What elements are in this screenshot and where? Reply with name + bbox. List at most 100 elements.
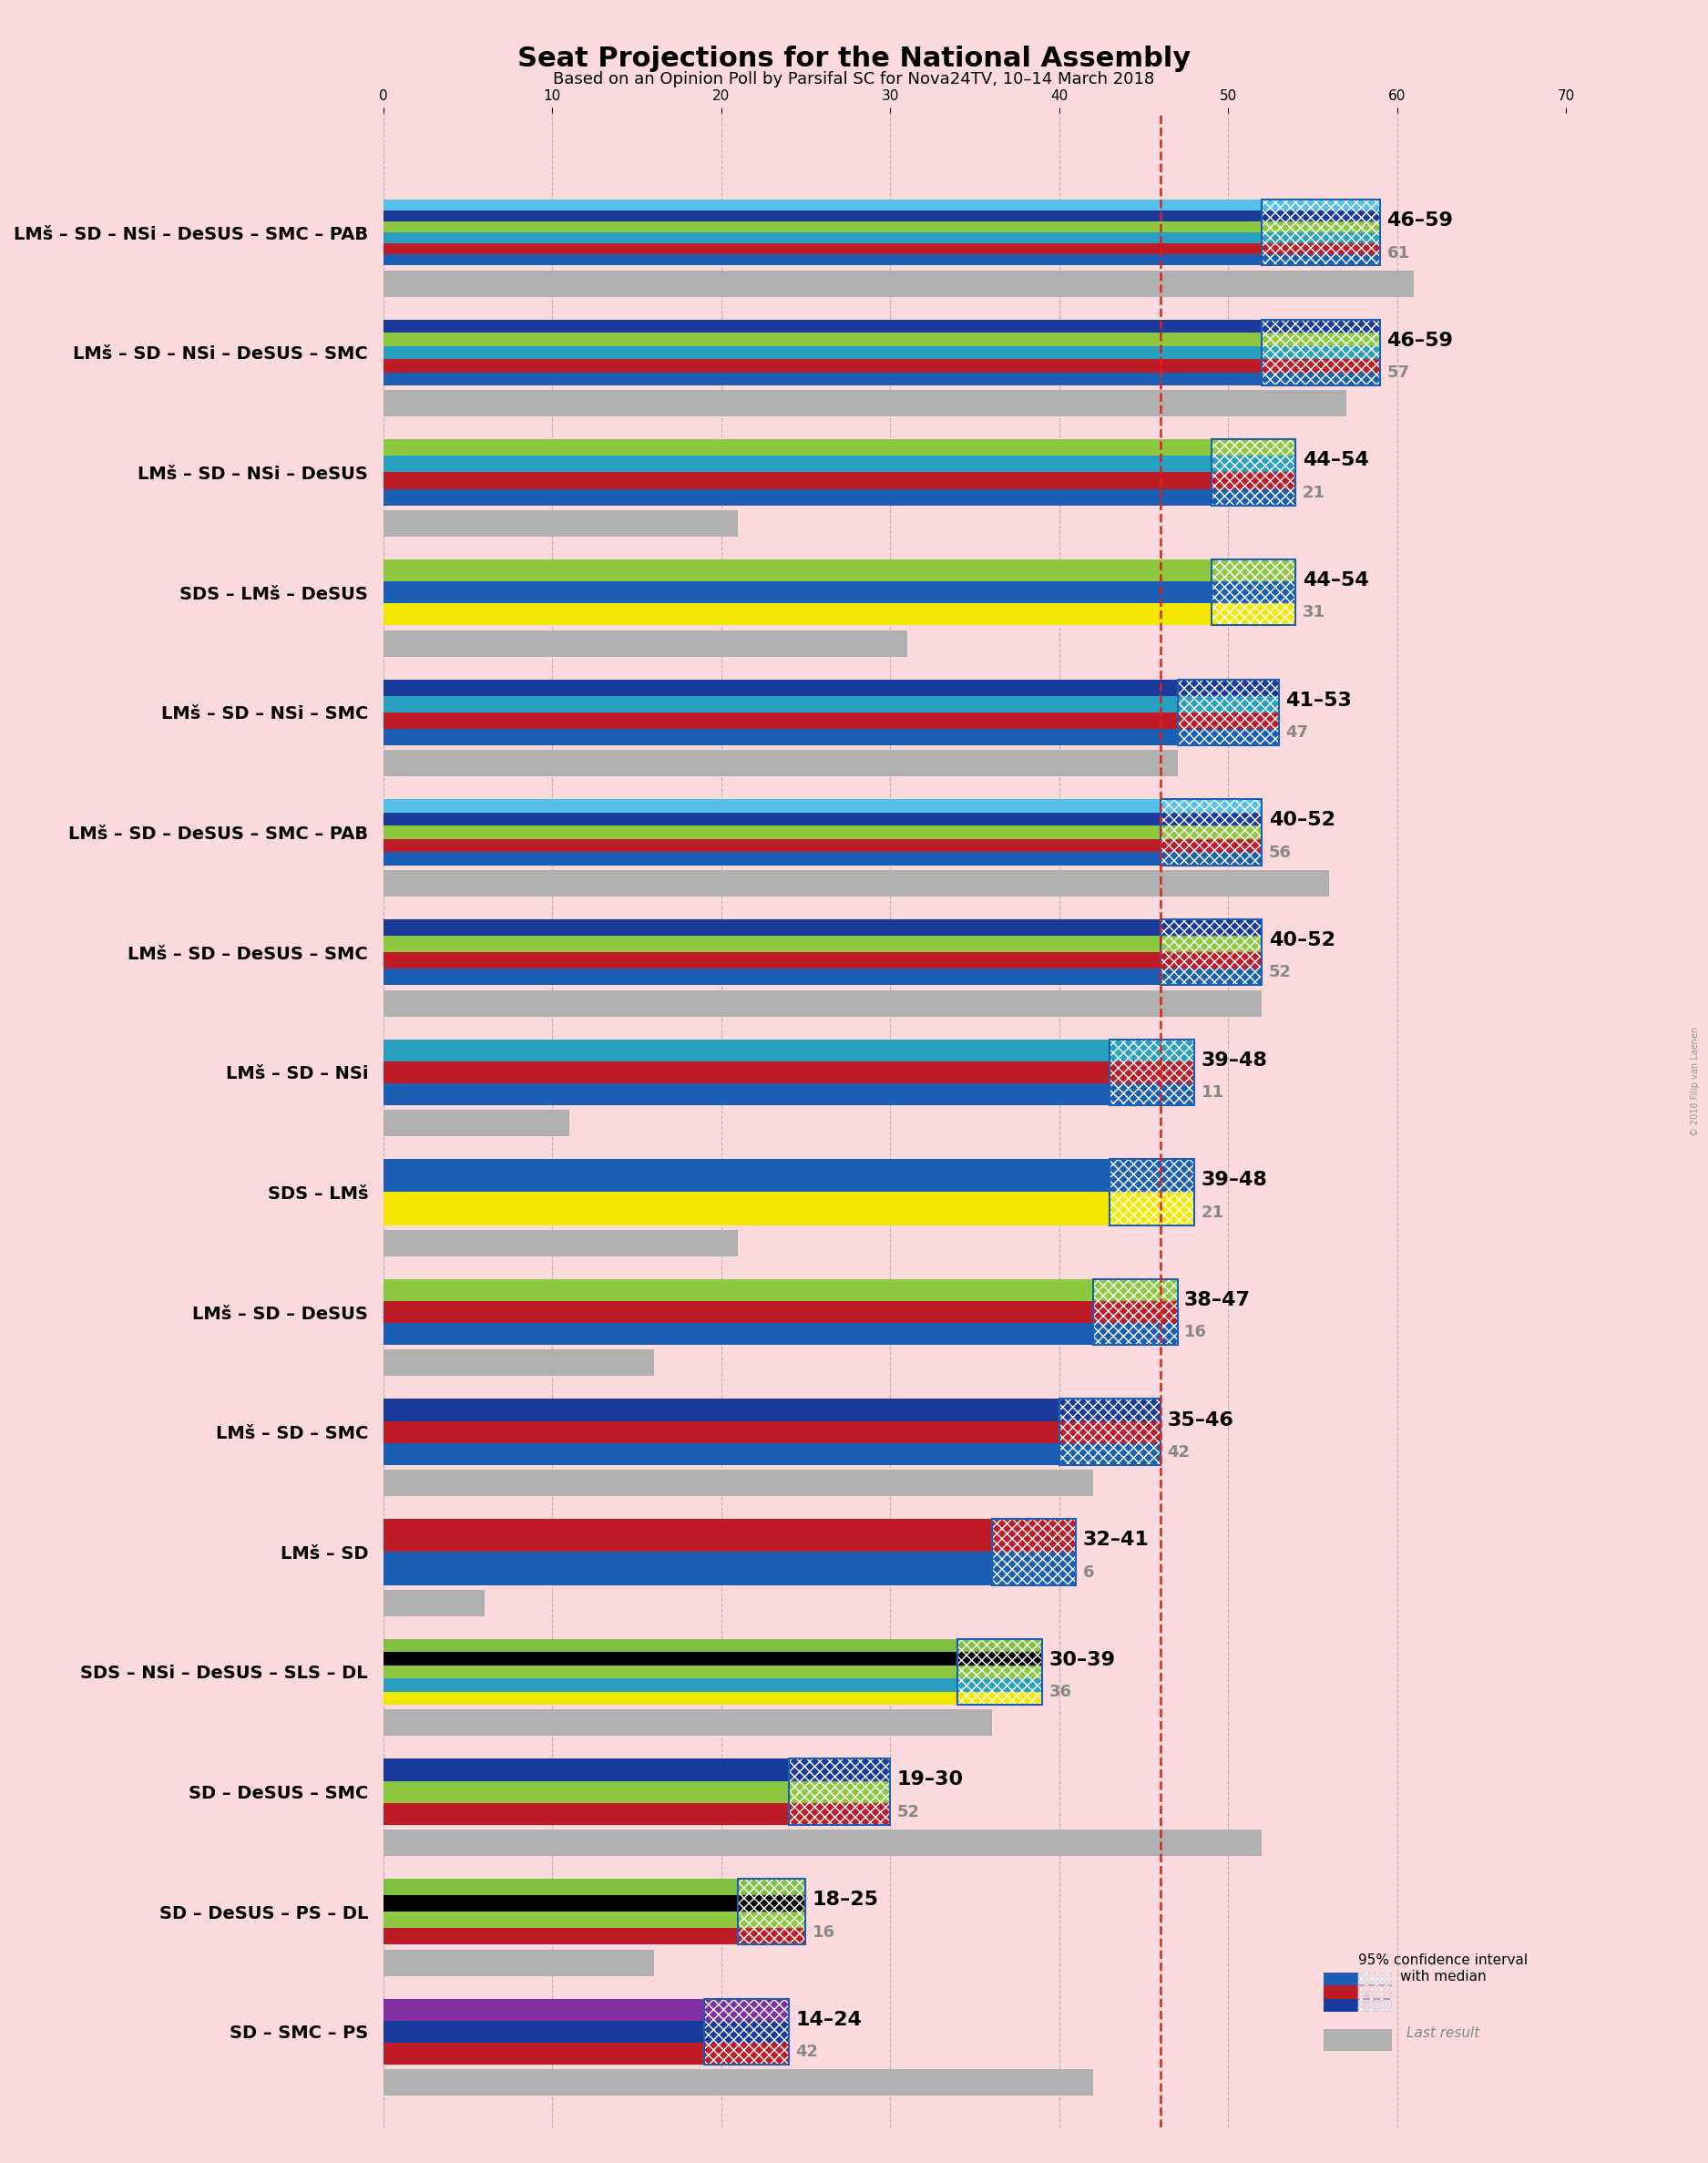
Bar (1177, 729, 1279, 746)
Bar (1160, 969, 1262, 984)
Bar (1211, 489, 1296, 506)
Bar (383, 255, 1380, 266)
Bar (789, 1780, 890, 1802)
Bar (383, 244, 1380, 255)
Bar (1110, 1192, 1194, 1224)
Bar (1160, 937, 1262, 952)
Bar (383, 333, 1380, 346)
Bar (1262, 372, 1380, 385)
Bar (1160, 800, 1262, 865)
Bar (1262, 320, 1380, 333)
Text: 36: 36 (1049, 1685, 1073, 1700)
Text: 42: 42 (796, 2044, 818, 2061)
Bar (958, 1640, 1042, 1704)
Bar (1177, 679, 1279, 696)
Text: 21: 21 (1303, 485, 1325, 502)
Text: 21: 21 (1201, 1205, 1225, 1220)
Text: 56: 56 (1269, 844, 1291, 861)
Bar (1160, 952, 1262, 969)
Bar (789, 1802, 890, 1826)
Text: 95% confidence interval
with median: 95% confidence interval with median (1358, 1953, 1529, 1983)
Bar (1093, 1278, 1177, 1300)
Bar (383, 510, 738, 536)
Bar (1262, 255, 1380, 266)
Bar (383, 320, 1380, 333)
Bar (1262, 346, 1380, 359)
Bar (1324, 1999, 1358, 2012)
Bar (1110, 1159, 1194, 1192)
Bar (992, 1518, 1076, 1585)
Bar (1093, 1278, 1177, 1345)
Bar (383, 969, 1262, 984)
Bar (1059, 1399, 1160, 1421)
Bar (1262, 359, 1380, 372)
Text: 11: 11 (1201, 1084, 1225, 1101)
Bar (992, 1551, 1076, 1585)
Bar (1211, 582, 1296, 603)
Bar (383, 1062, 1194, 1084)
Bar (1262, 255, 1380, 266)
Bar (1110, 1192, 1194, 1224)
Bar (1211, 560, 1296, 625)
Bar (1093, 1300, 1177, 1324)
Bar (789, 1759, 890, 1780)
Bar (1262, 359, 1380, 372)
Text: 18–25: 18–25 (813, 1890, 880, 1910)
Bar (1262, 231, 1380, 244)
Bar (1262, 199, 1380, 266)
Bar (383, 1678, 1042, 1691)
Bar (1177, 712, 1279, 729)
Bar (1324, 1973, 1358, 1986)
Bar (1059, 1399, 1160, 1421)
Bar (1059, 1421, 1160, 1443)
Bar (383, 346, 1380, 359)
Bar (1211, 603, 1296, 625)
Bar (1262, 199, 1380, 210)
Bar (1211, 439, 1296, 506)
Bar (1177, 696, 1279, 712)
Bar (1262, 221, 1380, 231)
Bar (1211, 472, 1296, 489)
Bar (1211, 456, 1296, 472)
Bar (383, 919, 1262, 937)
Bar (1110, 1084, 1194, 1105)
Bar (958, 1666, 1042, 1678)
Bar (1262, 244, 1380, 255)
Text: 52: 52 (897, 1804, 919, 1821)
Bar (958, 1691, 1042, 1704)
Bar (383, 1653, 1042, 1666)
Bar (1211, 603, 1296, 625)
Bar (383, 1709, 992, 1737)
Bar (704, 2020, 789, 2042)
Text: 16: 16 (1184, 1324, 1208, 1341)
Bar (738, 1895, 806, 1912)
Bar (383, 1759, 890, 1780)
Bar (1093, 1324, 1177, 1345)
Bar (383, 1666, 1042, 1678)
Text: 39–48: 39–48 (1201, 1051, 1267, 1069)
Bar (383, 852, 1262, 865)
Bar (789, 1759, 890, 1780)
Bar (1160, 952, 1262, 969)
Bar (383, 1830, 1262, 1856)
Bar (1093, 1278, 1177, 1300)
Bar (1110, 1159, 1194, 1192)
Bar (992, 1518, 1076, 1551)
Bar (1160, 839, 1262, 852)
Bar (1177, 679, 1279, 746)
Bar (1093, 1300, 1177, 1324)
Bar (992, 1518, 1076, 1551)
Bar (958, 1666, 1042, 1678)
Bar (383, 1551, 1076, 1585)
Bar (383, 439, 1296, 456)
Bar (383, 1912, 806, 1927)
Bar (383, 210, 1380, 221)
Bar (383, 1110, 569, 1136)
Bar (383, 1780, 890, 1802)
Bar (383, 1324, 1177, 1345)
Bar (383, 1802, 890, 1826)
Bar (704, 1999, 789, 2066)
Text: 30–39: 30–39 (1049, 1650, 1115, 1670)
Bar (1160, 852, 1262, 865)
Bar (1211, 489, 1296, 506)
